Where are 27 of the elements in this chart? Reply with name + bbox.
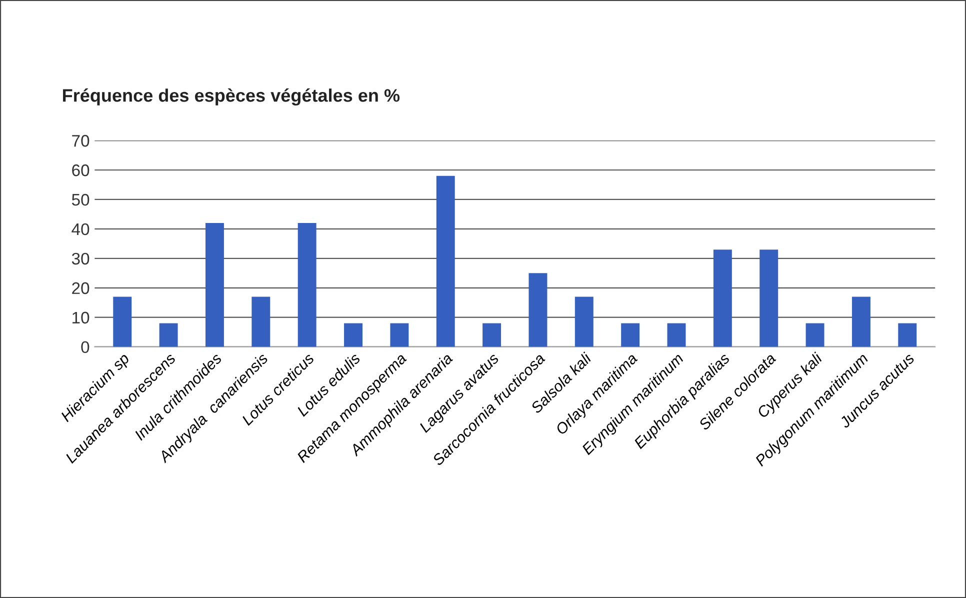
bar <box>528 273 548 347</box>
bar <box>344 323 362 347</box>
chart-title: Fréquence des espèces végétales en % <box>63 88 400 106</box>
bar <box>760 250 778 347</box>
y-tick-label: 70 <box>72 134 90 147</box>
bar <box>436 176 455 347</box>
y-tick-label: 60 <box>72 164 90 176</box>
bar <box>205 223 224 347</box>
y-tick-label: 10 <box>72 312 90 324</box>
bar <box>298 223 316 347</box>
y-tick-label: 0 <box>81 341 90 354</box>
bar <box>252 296 270 347</box>
bar <box>482 323 502 347</box>
y-tick-label: 40 <box>72 223 90 236</box>
bar <box>806 323 824 347</box>
bar <box>574 296 594 347</box>
bar <box>390 323 409 347</box>
bar <box>621 323 640 347</box>
bar <box>852 296 870 347</box>
bar <box>159 323 178 347</box>
bar <box>713 250 732 347</box>
bar <box>113 296 132 347</box>
y-tick-label: 30 <box>72 252 90 265</box>
bar <box>898 323 917 347</box>
y-tick-label: 20 <box>72 282 90 294</box>
bar <box>667 323 686 347</box>
y-tick-label: 50 <box>72 194 90 206</box>
